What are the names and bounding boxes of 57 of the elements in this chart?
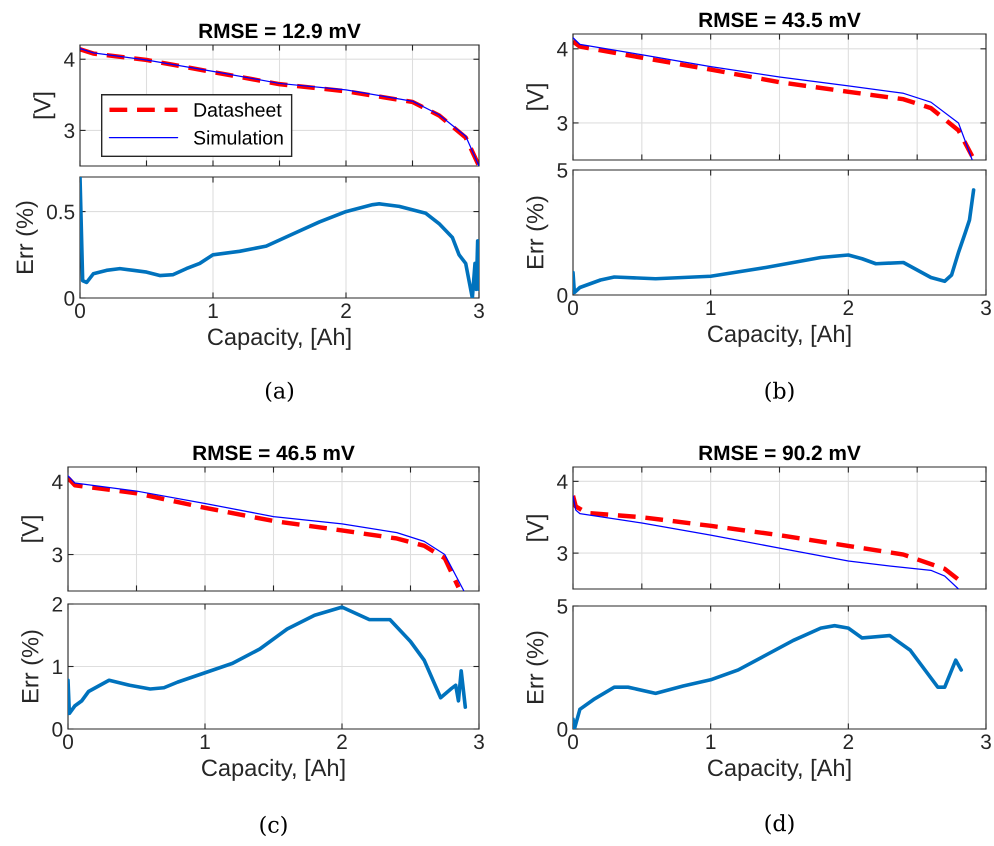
y-axis-title: [V]	[526, 515, 548, 541]
chart-title: RMSE = 43.5 mV	[700, 12, 861, 28]
x-tick-label: 1	[706, 734, 716, 749]
line-series	[573, 188, 976, 294]
text: (b)	[765, 382, 794, 402]
y-tick-label: 4	[64, 52, 75, 67]
y-tick-label: 3	[64, 123, 74, 138]
line-series	[80, 177, 479, 298]
y-tick-label: 1	[53, 660, 62, 674]
x-tick-label: 2	[844, 300, 854, 315]
x-tick-label: 2	[337, 734, 347, 749]
y-axis-title: Err (%)	[21, 630, 44, 702]
y-tick-label: 0	[52, 722, 62, 737]
chart-title: RMSE = 90.2 mV	[700, 446, 861, 460]
x-axis-title: Capacity, [Ah]	[708, 758, 850, 781]
legend-label: Datasheet	[194, 102, 282, 117]
y-axis-title: [V]	[526, 84, 548, 110]
x-tick-label: 0	[75, 303, 85, 318]
y-tick-label: 0.5	[46, 204, 74, 220]
x-tick-label: 3	[981, 300, 991, 316]
y-axis-title: [V]	[21, 516, 44, 542]
x-axis-title: Capacity, [Ah]	[208, 328, 350, 350]
x-tick-label: 1	[706, 300, 716, 315]
x-tick-label: 2	[844, 734, 854, 749]
text: (d)	[765, 814, 794, 835]
x-tick-label: 1	[208, 304, 218, 318]
x-tick-label: 0	[568, 734, 578, 750]
text: (c)	[260, 816, 287, 836]
x-axis-title: Capacity, [Ah]	[202, 758, 344, 781]
chart-title: RMSE = 46.5 mV	[194, 446, 355, 460]
y-tick-label: 3	[557, 546, 568, 561]
x-tick-label: 0	[568, 300, 578, 316]
line-series	[573, 624, 964, 729]
x-tick-label: 3	[981, 734, 991, 750]
y-axis-title: Err (%)	[526, 632, 548, 703]
y-axis-title: [V]	[33, 92, 56, 118]
legend-label: Simulation	[194, 130, 283, 145]
y-axis-title: Err (%)	[16, 202, 38, 273]
y-axis-title: Err (%)	[526, 196, 548, 268]
y-tick-label: 5	[557, 599, 568, 614]
y-tick-label: 2	[52, 597, 62, 612]
x-tick-label: 2	[341, 303, 351, 318]
y-tick-label: 3	[52, 548, 62, 562]
y-tick-label: 4	[52, 474, 63, 490]
line-series	[68, 605, 468, 716]
y-tick-label: 4	[557, 42, 568, 56]
y-tick-label: 0	[557, 288, 568, 303]
text: (a)	[266, 382, 294, 402]
y-tick-label: 4	[557, 474, 568, 489]
y-tick-label: 0	[557, 722, 568, 737]
x-tick-label: 3	[474, 303, 484, 318]
x-tick-label: 3	[474, 734, 484, 750]
x-axis-title: Capacity, [Ah]	[708, 324, 850, 347]
y-tick-label: 5	[557, 163, 568, 178]
y-tick-label: 3	[557, 116, 568, 131]
x-tick-label: 1	[200, 734, 210, 749]
chart-title: RMSE = 12.9 mV	[200, 24, 361, 38]
